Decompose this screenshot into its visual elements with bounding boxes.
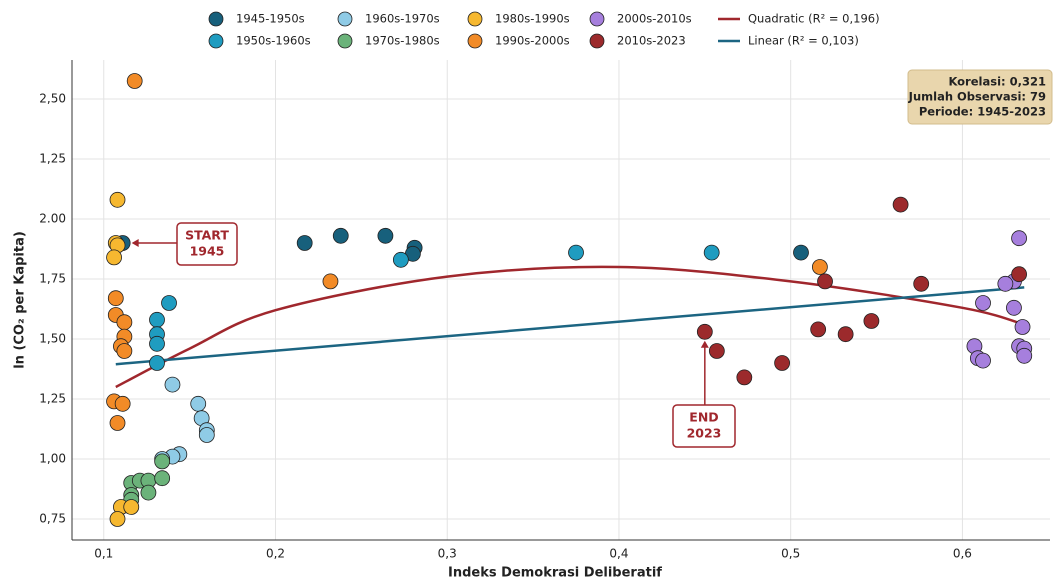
legend-label: 1950s-1960s	[236, 34, 311, 48]
data-point	[322, 273, 339, 290]
data-point	[811, 259, 828, 275]
data-point	[116, 314, 133, 331]
y-tick-label: 0,75	[39, 512, 66, 526]
data-point	[154, 453, 171, 470]
arrow-head	[700, 340, 709, 348]
data-point	[863, 313, 880, 329]
legend-label: 1960s-1970s	[365, 12, 440, 26]
y-tick-label: 1,00	[39, 452, 66, 466]
legend-swatch	[467, 33, 483, 49]
data-point	[106, 249, 122, 266]
legend-label: 2010s-2023	[617, 34, 686, 48]
stats-text: Jumlah Observasi: 79	[908, 90, 1046, 104]
x-tick-label: 0,1	[94, 547, 113, 561]
legend-swatch	[467, 11, 483, 27]
x-tick-label: 0,5	[781, 547, 800, 561]
legend-label: 1980s-1990s	[495, 12, 570, 26]
data-point	[1006, 299, 1022, 316]
x-tick-label: 0,6	[953, 547, 972, 561]
x-tick-label: 0,2	[266, 547, 285, 561]
data-point	[837, 326, 854, 343]
data-point	[975, 352, 991, 369]
annotation-text: 2023	[687, 426, 722, 441]
legend-label: 1990s-2000s	[495, 34, 570, 48]
plot-area	[72, 60, 1050, 540]
annotation-box	[672, 404, 736, 448]
data-point	[392, 251, 409, 268]
legend-label: 1945-1950s	[236, 12, 305, 26]
arrow-head	[131, 239, 139, 247]
legend-label: 2000s-2010s	[617, 12, 692, 26]
data-point	[1011, 230, 1027, 247]
legend-swatch	[337, 33, 353, 49]
stats-text: Korelasi: 0,321	[948, 75, 1046, 89]
data-point	[116, 343, 133, 359]
data-point	[109, 415, 126, 431]
trend-line	[115, 286, 1025, 366]
x-axis-label: Indeks Demokrasi Deliberatif	[448, 566, 662, 581]
y-tick-label: 1,25	[39, 152, 66, 166]
annotation-text: START	[185, 228, 229, 243]
data-point	[703, 244, 720, 261]
legend-swatch	[208, 11, 224, 27]
stats-text: Periode: 1945-2023	[919, 105, 1046, 119]
legend-swatch	[208, 33, 224, 49]
data-point	[1016, 347, 1033, 364]
data-point	[149, 335, 165, 352]
data-point	[126, 73, 143, 89]
y-tick-label: 1,50	[39, 332, 66, 346]
legend-label: 1970s-1980s	[365, 34, 440, 48]
annotation-text: END	[689, 410, 718, 425]
y-tick-label: 1,25	[39, 392, 66, 406]
data-point	[109, 511, 126, 527]
data-point	[793, 244, 809, 261]
annotation-text: 1945	[190, 244, 225, 259]
trend-line	[115, 265, 1025, 389]
data-point	[736, 369, 753, 386]
data-point	[114, 395, 131, 412]
data-point	[1014, 319, 1031, 335]
y-tick-label: 2.00	[39, 212, 66, 226]
data-point	[107, 290, 124, 307]
data-point	[198, 427, 215, 443]
data-point	[377, 227, 394, 244]
data-point	[568, 244, 584, 261]
y-tick-label: 2,50	[39, 92, 66, 106]
data-point	[161, 295, 177, 311]
y-axis-label: ln (CO₂ per Kapita)	[13, 231, 28, 369]
data-point	[975, 295, 991, 311]
data-point	[892, 196, 909, 213]
data-point	[332, 227, 349, 244]
data-point	[149, 355, 165, 371]
data-point	[817, 273, 833, 290]
legend-swatch	[337, 11, 353, 27]
legend-label: Quadratic (R² = 0,196)	[748, 12, 880, 26]
data-point	[149, 311, 165, 328]
x-tick-label: 0,4	[609, 547, 628, 561]
data-point	[296, 235, 313, 251]
data-point	[997, 275, 1014, 292]
data-point	[190, 395, 207, 412]
legend-label: Linear (R² = 0,103)	[748, 34, 859, 48]
data-point	[696, 323, 713, 340]
x-tick-label: 0,3	[438, 547, 457, 561]
legend-swatch	[589, 11, 605, 27]
data-point	[154, 470, 171, 487]
stats-box	[907, 69, 1053, 125]
data-point	[164, 376, 181, 393]
data-point	[774, 355, 791, 371]
y-tick-label: 1,75	[39, 272, 66, 286]
legend-swatch	[589, 33, 605, 49]
data-point	[123, 499, 140, 515]
data-point	[1011, 266, 1027, 283]
data-point	[708, 343, 725, 359]
data-point	[109, 191, 126, 208]
data-point	[810, 321, 827, 338]
data-point	[140, 484, 157, 501]
data-point	[913, 275, 930, 292]
annotation-box	[176, 222, 238, 266]
